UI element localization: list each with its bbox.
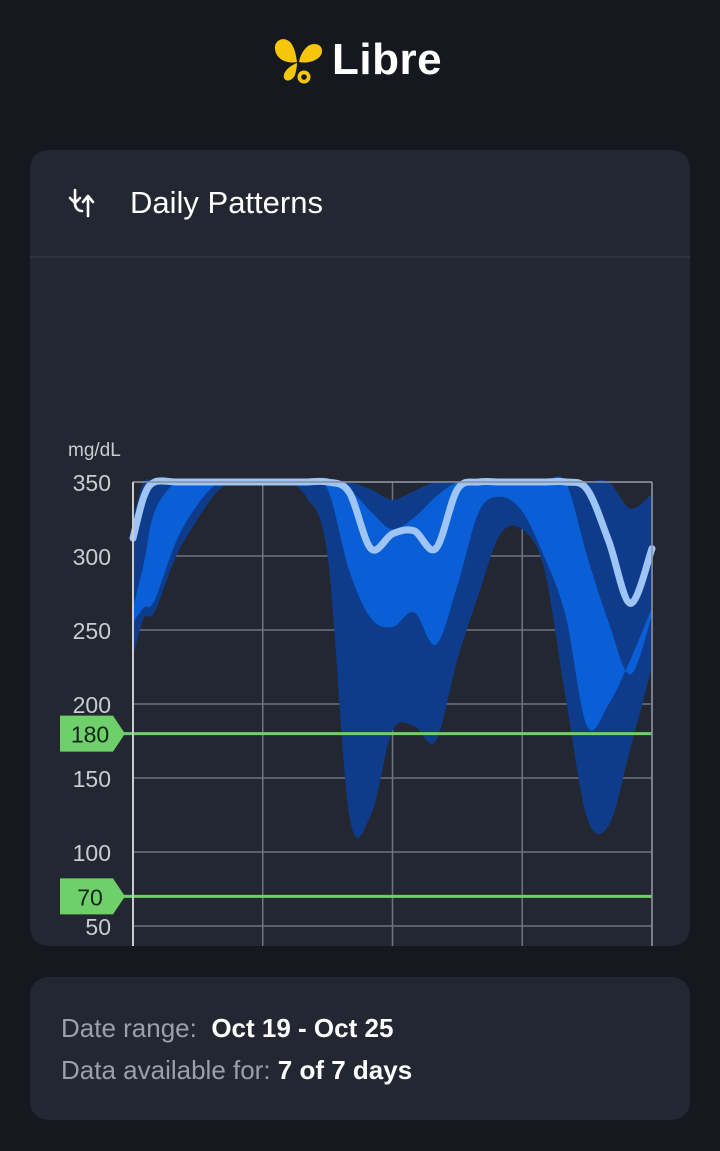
target-flag-label: 180 — [71, 722, 109, 748]
y-axis-unit-label: mg/dL — [68, 440, 121, 461]
glucose-chart: mg/dL350300250200150100501807012am6am12p… — [0, 256, 720, 946]
target-flag-label: 70 — [77, 884, 103, 910]
libre-logo: Libre — [270, 28, 442, 92]
butterfly-icon — [274, 39, 322, 84]
chart-svg: mg/dL350300250200150100501807012am6am12p… — [60, 440, 656, 946]
date-range-row: Date range: Oct 19 - Oct 25 — [61, 1013, 393, 1044]
date-range-value: Oct 19 - Oct 25 — [211, 1013, 394, 1043]
card-title: Daily Patterns — [130, 185, 323, 220]
target-flag — [60, 878, 125, 915]
y-tick-label: 200 — [73, 692, 111, 718]
y-tick-label: 100 — [73, 840, 111, 866]
target-flag — [60, 715, 125, 752]
up-down-arrows-icon — [68, 188, 95, 218]
daily-patterns-card: Daily Patterns mg/dL 350 300 250 200 150 100 50… — [30, 150, 690, 946]
y-tick-label: 350 — [73, 470, 111, 496]
y-tick-label: 150 — [73, 766, 111, 792]
y-tick-label: 250 — [73, 618, 111, 644]
y-tick-label: 300 — [73, 544, 111, 570]
y-tick-label: 50 — [85, 914, 111, 940]
data-available-value: 7 of 7 days — [277, 1055, 413, 1085]
range-band-25-75 — [133, 476, 652, 731]
summary-card: Date range: Oct 19 - Oct 25 Data availab… — [30, 977, 690, 1120]
data-available-label: Data available for: — [61, 1055, 271, 1085]
date-range-label: Date range: — [61, 1013, 197, 1043]
range-band-5-95 — [133, 479, 652, 838]
data-available-row: Data available for: 7 of 7 days — [61, 1055, 412, 1086]
card-header: Daily Patterns — [30, 150, 690, 258]
logo-wordmark: Libre — [332, 35, 443, 84]
